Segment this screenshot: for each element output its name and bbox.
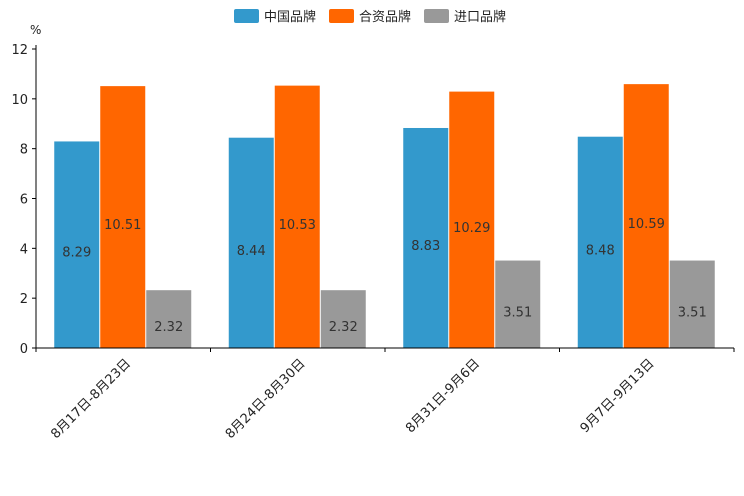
data-label: 10.59 — [628, 217, 665, 232]
bar[interactable] — [669, 260, 715, 348]
data-label: 8.48 — [586, 243, 615, 258]
data-label: 3.51 — [678, 305, 707, 320]
bar[interactable] — [495, 260, 541, 348]
y-axis-unit-label: % — [30, 23, 41, 37]
y-tick-label: 8 — [20, 143, 28, 158]
y-tick-label: 10 — [11, 93, 28, 108]
legend-label: 合资品牌 — [359, 9, 411, 25]
data-label: 10.53 — [279, 218, 316, 233]
bar[interactable] — [449, 91, 495, 349]
bar[interactable] — [274, 85, 320, 348]
legend-item[interactable]: 合资品牌 — [329, 9, 411, 25]
bars: 8.29 10.51 2.32 8.44 10.53 2.32 8.83 10.29 3.51 8… — [54, 84, 715, 349]
y-tick-label: 2 — [20, 292, 28, 307]
x-tick-label: 9月7日-9月13日 — [578, 356, 658, 436]
y-tick-label: 6 — [20, 193, 28, 208]
y-tick-label: 12 — [11, 43, 28, 58]
data-label: 10.51 — [104, 218, 141, 233]
data-label: 3.51 — [503, 305, 532, 320]
data-label: 8.44 — [237, 244, 266, 259]
legend: 中国品牌 合资品牌 进口品牌 — [234, 9, 506, 25]
x-axis: 8月17日-8月23日 8月24日-8月30日 8月31日-9月6日 9月7日-9月1… — [35, 347, 735, 442]
legend-item[interactable]: 中国品牌 — [234, 9, 316, 25]
legend-item[interactable]: 进口品牌 — [424, 9, 506, 25]
data-label: 8.83 — [411, 239, 440, 254]
y-tick-label: 4 — [20, 242, 28, 257]
bar[interactable] — [100, 86, 146, 349]
x-tick-label: 8月31日-9月6日 — [403, 356, 483, 436]
bar[interactable] — [403, 127, 449, 348]
data-label: 8.29 — [62, 246, 91, 261]
bar[interactable] — [146, 290, 192, 348]
legend-label: 进口品牌 — [454, 9, 506, 25]
y-tick-label: 0 — [20, 342, 28, 357]
bar[interactable] — [228, 137, 274, 348]
x-tick-label: 8月17日-8月23日 — [48, 356, 134, 442]
legend-label: 中国品牌 — [264, 9, 316, 25]
legend-swatch — [234, 9, 259, 23]
data-label: 10.29 — [453, 221, 490, 236]
bar[interactable] — [577, 136, 623, 348]
bar[interactable] — [623, 84, 669, 348]
data-label: 2.32 — [154, 320, 183, 335]
y-axis: 0 2 4 6 8 10 12 — [11, 43, 37, 357]
legend-swatch — [424, 9, 449, 23]
legend-swatch — [329, 9, 354, 23]
bar[interactable] — [320, 290, 366, 348]
bar[interactable] — [54, 141, 100, 348]
x-tick-label: 8月24日-8月30日 — [223, 356, 309, 442]
data-label: 2.32 — [329, 320, 358, 335]
